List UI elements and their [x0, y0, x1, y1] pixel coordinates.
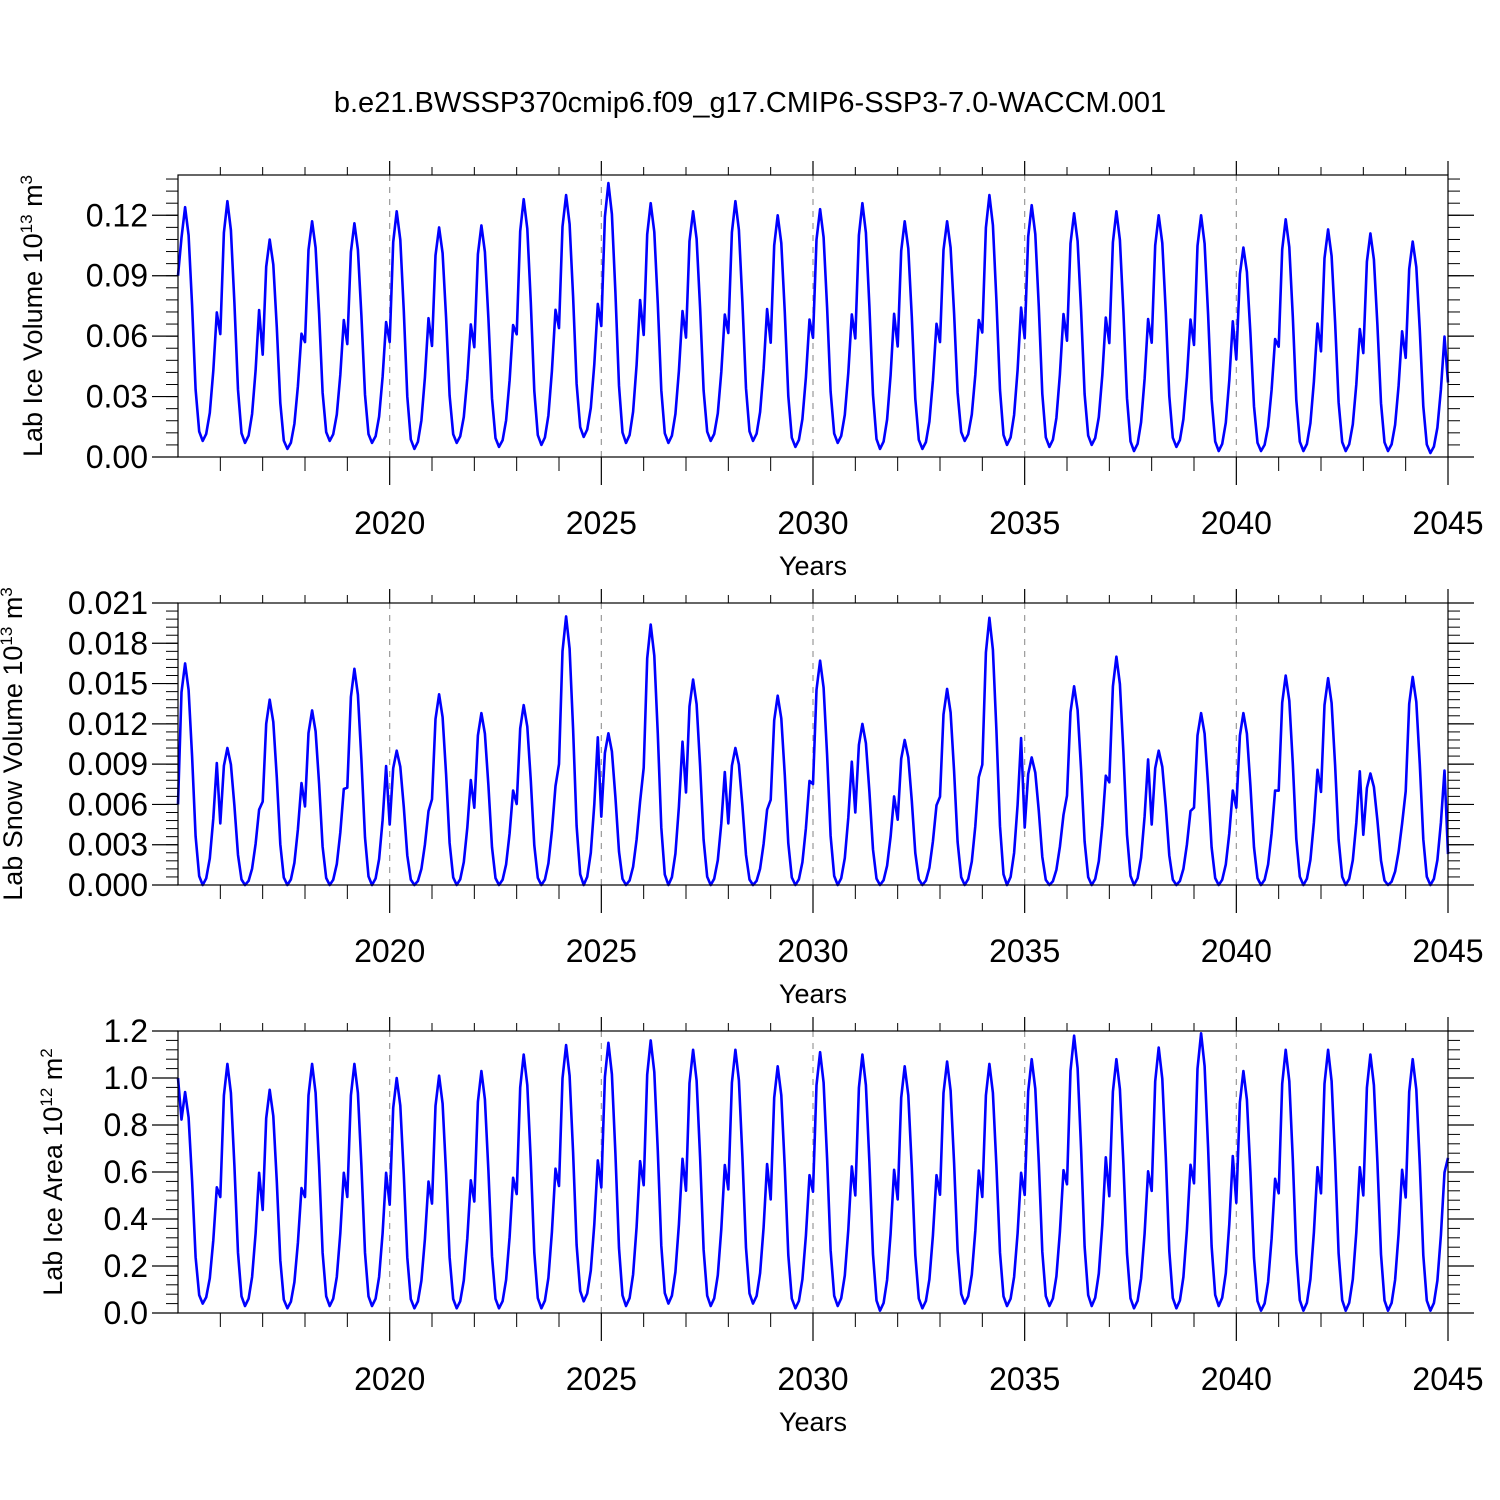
- ice-volume-y-tick-label: 0.06: [86, 318, 148, 354]
- snow-volume-y-tick-label: 0.012: [68, 706, 148, 742]
- panel-ice-area: 2020 2025 2030 2035 2040 2045 0.0 0.2 0.4 0.6 0.8 1…: [37, 1013, 1484, 1437]
- ice-area-x-tick-label: 2035: [989, 1361, 1060, 1397]
- snow-volume-y-tick-label: 0.003: [68, 827, 148, 863]
- snow-volume-x-tick-label: 2035: [989, 933, 1060, 969]
- snow-volume-y-tick-label: 0.006: [68, 786, 148, 822]
- ice-area-x-tick-label: 2040: [1201, 1361, 1272, 1397]
- ice-area-x-axis-label: Years: [779, 1407, 847, 1437]
- panel-snow-volume: 2020 2025 2030 2035 2040 2045 0.000 0.003 0.006 0…: [0, 585, 1484, 1009]
- ice-area-y-tick-label: 0.0: [104, 1295, 148, 1331]
- ice-area-x-tick-label: 2045: [1412, 1361, 1483, 1397]
- ice-area-y-tick-label: 1.2: [104, 1013, 148, 1049]
- ice-volume-y-tick-label: 0.09: [86, 258, 148, 294]
- ice-area-y-tick-label: 0.6: [104, 1154, 148, 1190]
- snow-volume-y-tick-label: 0.009: [68, 746, 148, 782]
- ice-volume-y-tick-label: 0.00: [86, 439, 148, 475]
- ice-volume-series-line: [176, 181, 1450, 455]
- snow-volume-y-tick-label: 0.021: [68, 585, 148, 621]
- ice-area-y-tick-label: 1.0: [104, 1060, 148, 1096]
- snow-volume-y-tick-label: 0.015: [68, 666, 148, 702]
- snow-volume-y-tick-label: 0.000: [68, 867, 148, 903]
- ice-volume-x-tick-label: 2045: [1412, 505, 1483, 541]
- ice-volume-y-axis-label: Lab Ice Volume 1013 m3: [17, 175, 48, 457]
- ice-volume-x-tick-label: 2035: [989, 505, 1060, 541]
- ice-area-x-tick-label: 2025: [566, 1361, 637, 1397]
- ice-area-x-tick-label: 2030: [777, 1361, 848, 1397]
- snow-volume-y-axis-label: Lab Snow Volume 1013 m3: [0, 587, 28, 901]
- ice-area-y-tick-label: 0.4: [104, 1201, 148, 1237]
- snow-volume-x-tick-label: 2025: [566, 933, 637, 969]
- ice-area-y-axis-label: Lab Ice Area 1012 m2: [37, 1048, 68, 1296]
- ice-volume-y-tick-label: 0.12: [86, 197, 148, 233]
- snow-volume-y-tick-label: 0.018: [68, 625, 148, 661]
- snow-volume-x-tick-label: 2030: [777, 933, 848, 969]
- ice-volume-x-tick-label: 2025: [566, 505, 637, 541]
- ice-volume-y-tick-label: 0.03: [86, 379, 148, 415]
- snow-volume-x-tick-label: 2040: [1201, 933, 1272, 969]
- chart-title: b.e21.BWSSP370cmip6.f09_g17.CMIP6-SSP3-7…: [334, 87, 1166, 119]
- panel-ice-volume: 2020 2025 2030 2035 2040 2045 0.00 0.03 0.06 0.09…: [17, 161, 1484, 581]
- ice-volume-x-tick-label: 2020: [354, 505, 425, 541]
- snow-volume-x-tick-label: 2020: [354, 933, 425, 969]
- ice-volume-x-axis-label: Years: [779, 551, 847, 581]
- ice-area-y-tick-label: 0.8: [104, 1107, 148, 1143]
- ice-area-series-line: [176, 1032, 1450, 1312]
- snow-volume-x-axis-label: Years: [779, 979, 847, 1009]
- snow-volume-x-tick-label: 2045: [1412, 933, 1483, 969]
- ice-volume-x-tick-label: 2030: [777, 505, 848, 541]
- ice-area-y-tick-label: 0.2: [104, 1248, 148, 1284]
- snow-volume-series-line: [176, 615, 1450, 887]
- ice-volume-x-tick-label: 2040: [1201, 505, 1272, 541]
- ice-area-x-tick-label: 2020: [354, 1361, 425, 1397]
